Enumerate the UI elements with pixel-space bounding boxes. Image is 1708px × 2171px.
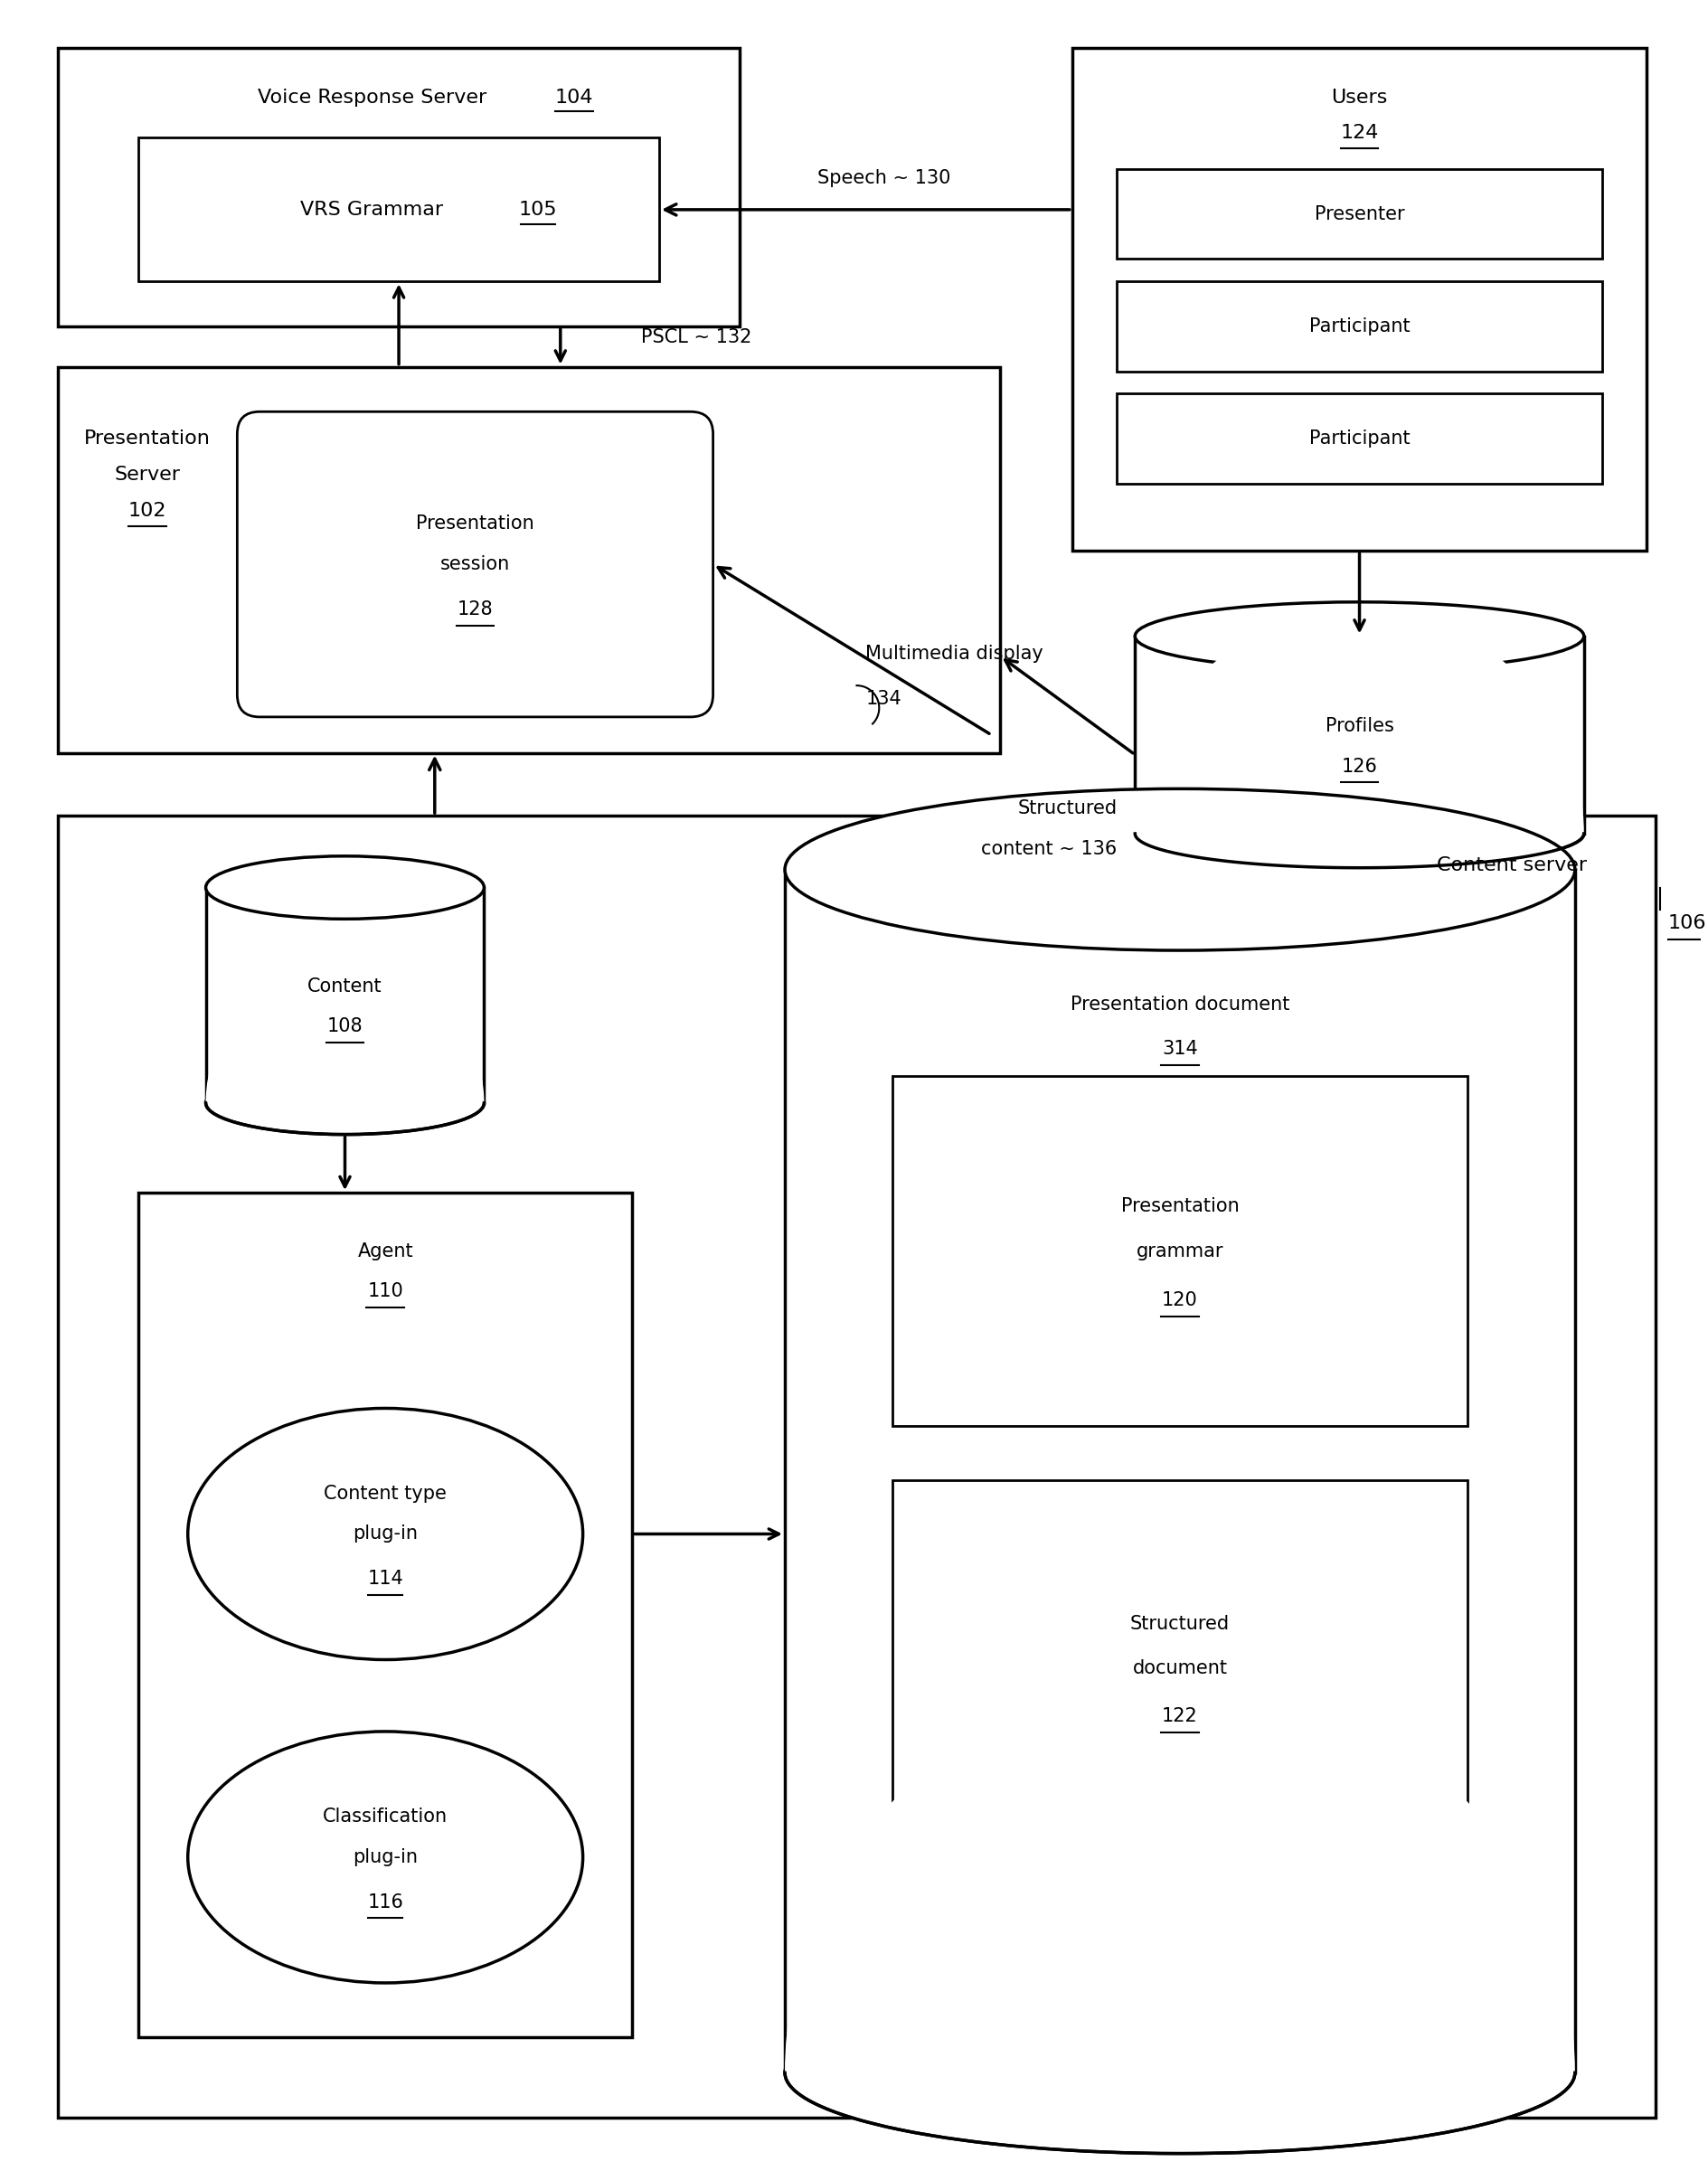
Text: plug-in: plug-in	[352, 1848, 418, 1867]
Ellipse shape	[188, 1732, 582, 1982]
Text: content ~ 136: content ~ 136	[980, 840, 1117, 858]
Text: Profiles: Profiles	[1324, 716, 1394, 736]
Text: Structured: Structured	[1129, 1615, 1230, 1633]
Text: 126: 126	[1341, 758, 1377, 775]
Bar	[892, 1077, 1467, 1426]
Text: Voice Response Server: Voice Response Server	[258, 89, 487, 106]
Text: session: session	[441, 556, 509, 573]
Text: 134: 134	[866, 690, 902, 708]
Text: 114: 114	[367, 1570, 403, 1587]
Bar	[58, 816, 1655, 2117]
Bar	[1117, 282, 1600, 371]
Wedge shape	[784, 1678, 1575, 2073]
Text: 314: 314	[1161, 1040, 1197, 1057]
Text: Server: Server	[114, 465, 181, 484]
Bar	[58, 367, 999, 753]
Ellipse shape	[188, 1409, 582, 1659]
Bar	[892, 1481, 1467, 1830]
Text: Classification: Classification	[323, 1808, 447, 1826]
Wedge shape	[1134, 610, 1583, 834]
Ellipse shape	[784, 788, 1575, 951]
Bar	[1117, 169, 1600, 258]
Ellipse shape	[205, 855, 483, 918]
Bar	[205, 888, 483, 1103]
Text: VRS Grammar: VRS Grammar	[301, 200, 442, 219]
Wedge shape	[205, 964, 483, 1103]
Text: Participant: Participant	[1308, 317, 1409, 334]
Text: Users: Users	[1331, 89, 1387, 106]
Text: 110: 110	[367, 1283, 403, 1300]
Text: Presenter: Presenter	[1313, 204, 1404, 224]
Text: 124: 124	[1339, 124, 1378, 143]
Bar	[1071, 48, 1647, 551]
Text: 116: 116	[367, 1893, 403, 1910]
Bar	[1117, 393, 1600, 484]
Text: 102: 102	[128, 502, 167, 519]
Text: grammar: grammar	[1136, 1242, 1223, 1259]
Ellipse shape	[1134, 799, 1583, 868]
Text: Presentation document: Presentation document	[1069, 994, 1290, 1014]
Bar	[138, 137, 659, 282]
Text: Presentation: Presentation	[415, 515, 535, 532]
Text: Participant: Participant	[1308, 430, 1409, 447]
Text: 106: 106	[1667, 914, 1706, 934]
Text: Content server: Content server	[1436, 855, 1587, 875]
Text: 120: 120	[1161, 1292, 1197, 1309]
Text: 105: 105	[519, 200, 557, 219]
Bar	[58, 48, 740, 326]
Text: Agent: Agent	[357, 1242, 413, 1259]
Text: Multimedia display: Multimedia display	[866, 645, 1044, 662]
Ellipse shape	[784, 1991, 1575, 2154]
Ellipse shape	[1134, 601, 1583, 671]
Text: Speech ~ 130: Speech ~ 130	[816, 169, 950, 187]
Bar	[1134, 636, 1583, 834]
Text: Content: Content	[307, 977, 383, 994]
Text: Content type: Content type	[325, 1485, 446, 1502]
Text: 122: 122	[1161, 1706, 1197, 1726]
Ellipse shape	[205, 1072, 483, 1135]
Bar	[784, 871, 1575, 2073]
FancyBboxPatch shape	[237, 412, 712, 716]
Text: Presentation: Presentation	[84, 430, 210, 447]
Text: 108: 108	[326, 1018, 362, 1036]
Text: 104: 104	[555, 89, 593, 106]
Text: Structured: Structured	[1016, 799, 1117, 818]
Text: PSCL ~ 132: PSCL ~ 132	[640, 328, 752, 347]
Text: plug-in: plug-in	[352, 1524, 418, 1544]
Text: Presentation: Presentation	[1120, 1196, 1238, 1216]
Text: 128: 128	[458, 599, 494, 619]
Text: document: document	[1132, 1659, 1226, 1678]
Bar	[138, 1192, 632, 2036]
